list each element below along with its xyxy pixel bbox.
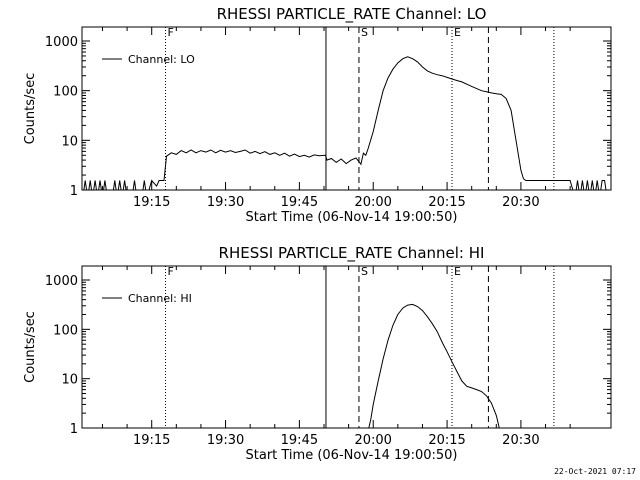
y-tick-label: 100: [53, 85, 78, 100]
y-tick-label: 1000: [45, 35, 78, 50]
event-marker-label: E: [454, 26, 461, 39]
x-tick-label: 20:15: [428, 195, 465, 210]
event-marker-label: S: [361, 26, 368, 39]
y-tick-label: 1: [70, 422, 78, 437]
chart-title: RHESSI PARTICLE_RATE Channel: HI: [219, 244, 485, 263]
event-marker-label: E: [454, 265, 461, 278]
event-marker-label: S: [361, 265, 368, 278]
x-tick-label: 20:15: [428, 433, 465, 448]
y-axis-label: Counts/sec: [23, 311, 38, 383]
x-tick-label: 20:30: [502, 195, 539, 210]
y-tick-label: 100: [53, 323, 78, 338]
event-marker-label: F: [167, 265, 173, 278]
x-tick-label: 19:30: [207, 195, 244, 210]
x-tick-label: 20:00: [354, 195, 391, 210]
x-tick-label: 19:15: [133, 433, 170, 448]
legend-label: Channel: HI: [128, 292, 192, 305]
y-tick-label: 1: [70, 184, 78, 199]
x-axis-label: Start Time (06-Nov-14 19:00:50): [246, 210, 458, 225]
footer-timestamp: 22-Oct-2021 07:17: [554, 467, 636, 476]
x-axis-label: Start Time (06-Nov-14 19:00:50): [246, 448, 458, 463]
x-tick-label: 19:45: [281, 433, 318, 448]
event-marker-label: F: [167, 26, 173, 39]
y-tick-label: 10: [61, 134, 78, 149]
x-tick-label: 19:45: [281, 195, 318, 210]
y-tick-label: 1000: [45, 274, 78, 289]
y-axis-label: Counts/sec: [23, 73, 38, 145]
x-tick-label: 20:00: [354, 433, 391, 448]
y-tick-label: 10: [61, 373, 78, 388]
x-tick-label: 20:30: [502, 433, 539, 448]
chart-title: RHESSI PARTICLE_RATE Channel: LO: [217, 5, 487, 24]
x-tick-label: 19:15: [133, 195, 170, 210]
x-tick-label: 19:30: [207, 433, 244, 448]
legend-label: Channel: LO: [128, 53, 195, 66]
